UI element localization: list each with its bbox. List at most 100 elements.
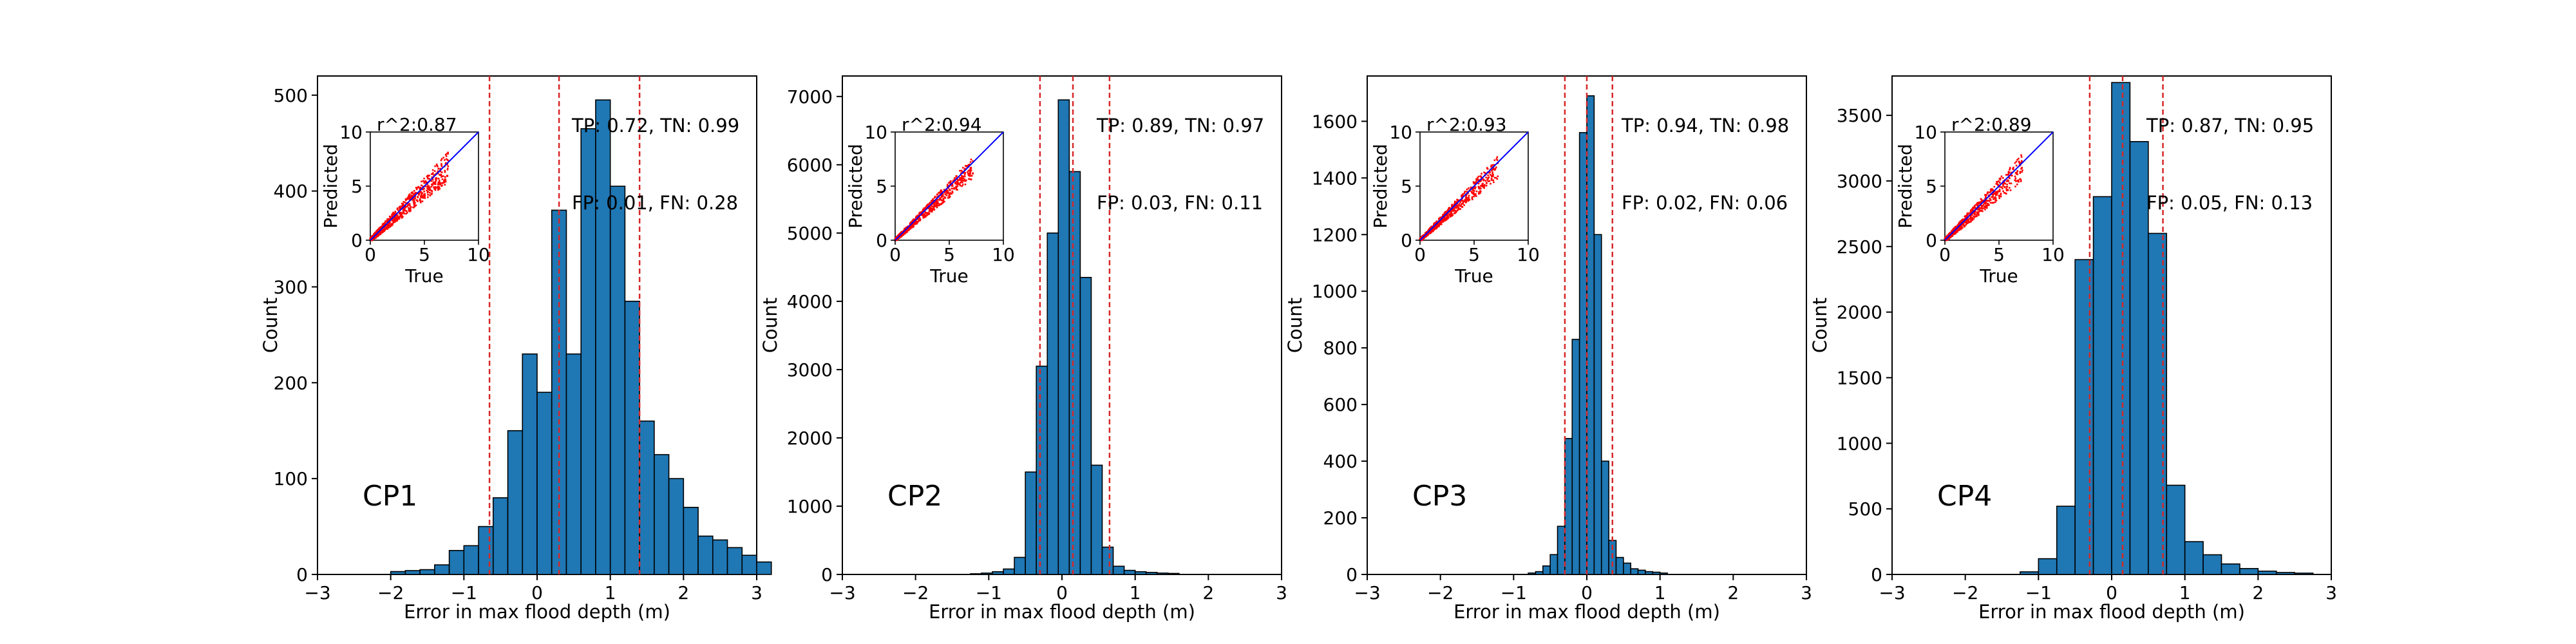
inset-point [1439,223,1442,225]
inset-point [970,169,972,171]
inset-point [1951,233,1953,236]
inset-point [403,213,405,214]
inset-point [2012,166,2014,169]
inset-point [2020,167,2022,170]
inset-point [1973,211,1975,214]
inset-point [442,156,445,159]
inset-point [437,189,439,191]
inset-point [1473,191,1475,194]
inset-point [399,213,402,215]
inset-point [1450,215,1453,217]
inset-point [381,231,384,232]
histogram-bar [726,547,743,575]
inset-point [945,194,948,196]
inset-point [2010,182,2012,185]
inset-point [1963,225,1965,228]
inset-point [947,184,949,185]
inset-point [914,221,916,223]
inset-point [1479,180,1481,183]
inset-point [1462,202,1464,204]
inset-point [967,174,970,176]
x-axis-label: Error in max flood depth (m) [929,601,1195,623]
x-tick-label: −2 [902,582,929,603]
inset-point [1488,180,1491,182]
inset-point [1444,218,1447,220]
inset-scatter: 00 5 5 10 10 r^2:0.93 True Predicted [1370,114,1540,287]
inset-point [2014,172,2017,174]
inset-point [393,218,395,220]
inset-point [1971,214,1973,216]
histogram-bar [756,561,772,575]
inset-point [922,210,924,212]
inset-point [384,225,387,228]
inset-point [1975,207,1977,209]
inset-point [961,179,963,182]
inset-point [431,176,433,178]
histogram-bar [668,478,685,575]
inset-point [393,212,395,214]
inset-point [914,222,916,224]
inset-point [419,202,422,204]
inset-point [399,214,402,216]
inset-point [968,173,970,175]
x-tick-label: 1 [605,582,616,603]
inset-point [1960,224,1963,227]
inset-point [1494,167,1497,170]
inset-point [1438,224,1441,226]
inset-point [1452,210,1454,212]
inset-point [1963,218,1965,221]
inset-point [942,193,944,195]
inset-point [944,193,947,195]
inset-point [1975,215,1977,218]
inset-y-tick-label: 10 [864,122,887,143]
inset-title: r^2:0.94 [902,114,982,135]
x-tick-label: −1 [1501,582,1527,603]
inset-point [1993,185,1996,188]
inset-point [1977,211,1980,213]
inset-point [375,231,377,232]
inset-point [2014,185,2016,187]
inset-point [444,162,447,164]
inset-point [1970,209,1972,212]
inset-point [1990,190,1992,193]
inset-point [424,193,426,195]
inset-point [1425,232,1427,234]
inset-point [1965,214,1968,217]
y-tick-label: 200 [274,372,308,393]
inset-point [437,178,440,180]
inset-point [2020,156,2023,158]
inset-point [1477,182,1480,185]
inset-point [970,158,972,160]
inset-point [1440,223,1443,225]
inset-point [1998,194,2000,197]
inset-point [430,185,433,188]
inset-point [1977,202,1980,204]
inset-point [438,180,440,182]
y-tick-label: 500 [274,85,308,106]
y-tick-label: 2000 [1837,302,1882,323]
inset-point [1446,218,1448,220]
inset-point [447,151,449,154]
inset-point [927,212,929,214]
inset-point [2003,192,2005,194]
inset-point [2000,193,2002,196]
inset-point [1976,214,1978,216]
inset-point [1432,230,1434,232]
inset-point [420,196,422,198]
inset-point [925,212,927,214]
inset-point [437,184,439,185]
inset-point [1964,224,1966,227]
inset-point [1428,228,1431,231]
inset-point [1468,194,1470,197]
inset-point [426,182,428,184]
inset-x-label: True [1979,265,2018,287]
inset-point [444,153,447,156]
inset-point [1438,217,1440,220]
inset-point [931,204,933,206]
inset-point [378,231,380,234]
inset-point [927,213,930,216]
inset-point [1490,182,1492,185]
inset-point [943,200,945,203]
inset-point [1958,222,1960,225]
inset-point [899,233,902,235]
